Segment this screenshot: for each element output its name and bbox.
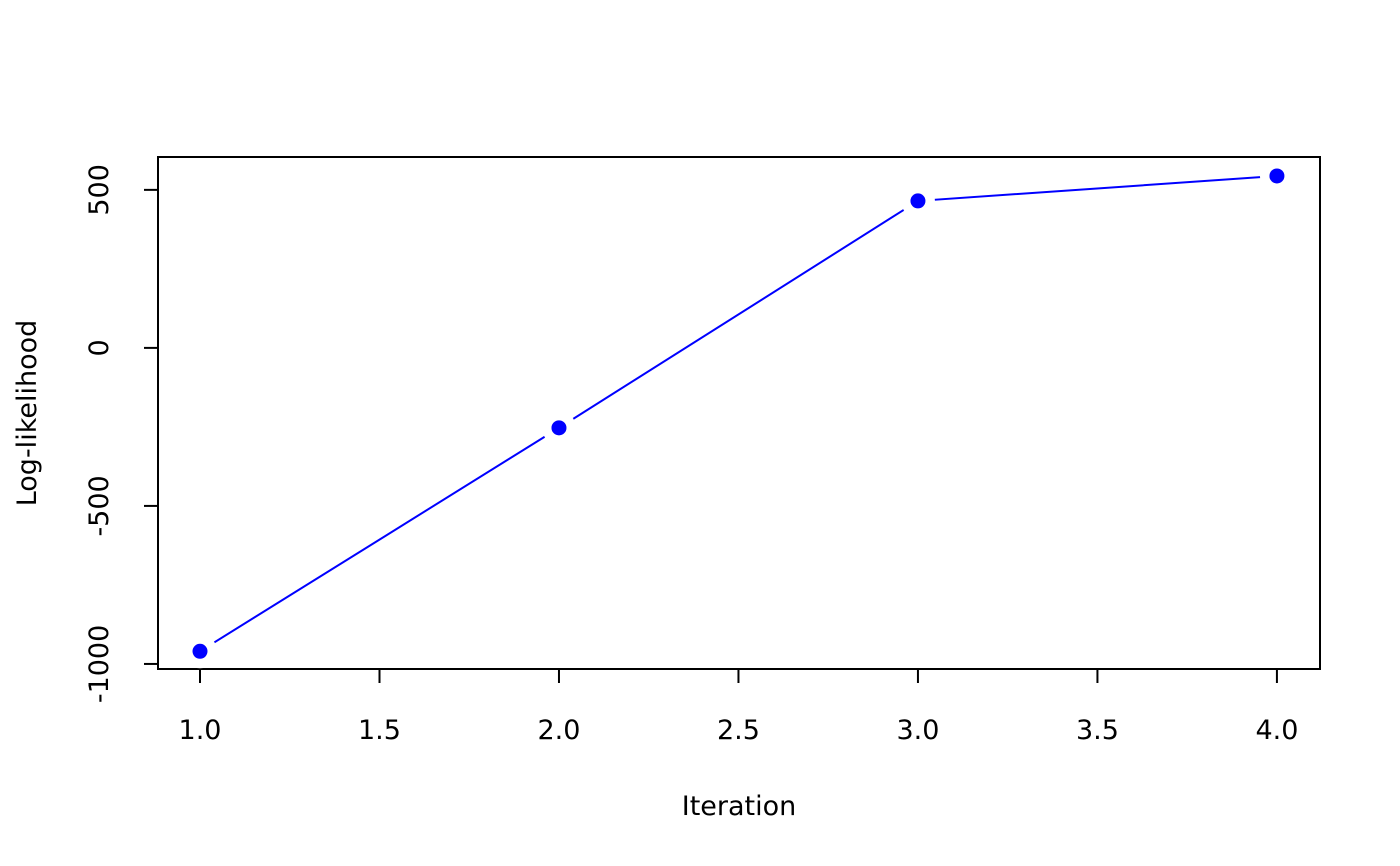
x-tick-label: 2.5 (717, 715, 760, 746)
x-tick-label: 2.0 (537, 715, 580, 746)
point (551, 420, 567, 436)
x-tick-label: 3.0 (896, 715, 939, 746)
x-tick-label: 1.5 (358, 715, 401, 746)
y-axis-label: Log-likelihood (12, 320, 43, 507)
point (192, 643, 208, 659)
y-tick-label: -1000 (84, 625, 115, 703)
line (199, 174, 1277, 653)
x-tick-label: 3.5 (1076, 715, 1119, 746)
y-tick-label: 500 (84, 164, 115, 216)
x-tick-label: 4.0 (1255, 715, 1298, 746)
y-tick-label: -500 (84, 475, 115, 536)
point (910, 193, 926, 209)
x-tick-label: 1.0 (179, 715, 222, 746)
plot-frame (157, 156, 1321, 670)
point (1269, 168, 1285, 184)
x-axis-label: Iteration (682, 791, 797, 822)
y-tick-label: 0 (84, 339, 115, 356)
